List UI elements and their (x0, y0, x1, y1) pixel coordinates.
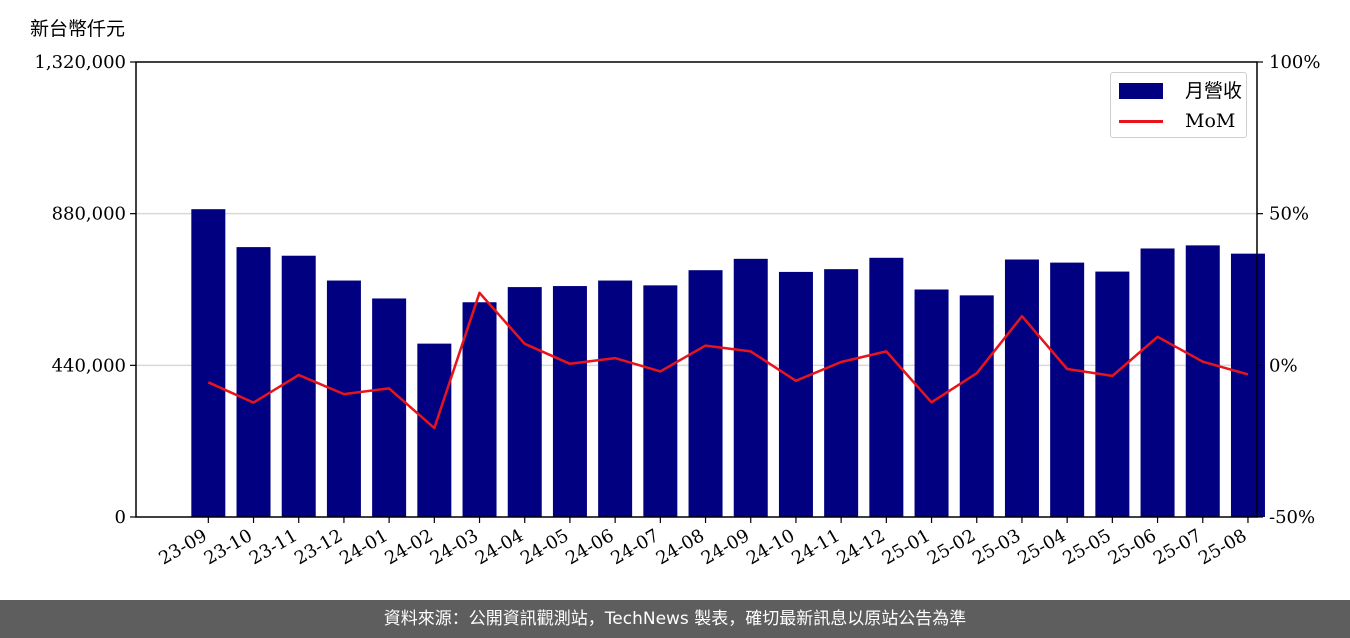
legend-label-mom: MoM (1185, 110, 1236, 132)
y2-tick-label: 50% (1269, 204, 1309, 225)
y-tick-label: 440,000 (52, 355, 126, 376)
plot-frame (135, 61, 1258, 518)
x-tick-label: 24-07 (607, 525, 662, 569)
bar (869, 257, 904, 517)
x-tick-label: 24-08 (653, 525, 708, 569)
x-tick-label: 24-03 (427, 525, 482, 569)
bar (236, 247, 271, 517)
mom-line-series (207, 291, 1249, 430)
bar (372, 298, 407, 517)
bar (1050, 262, 1085, 517)
axes (135, 61, 1258, 518)
bar (326, 280, 361, 517)
y-tick-label: 880,000 (52, 204, 126, 225)
bar (191, 209, 226, 517)
x-tick-label: 25-05 (1059, 525, 1114, 569)
x-tick-label: 24-05 (517, 525, 572, 569)
x-tick-label: 25-02 (924, 525, 979, 569)
legend-bar-swatch (1119, 83, 1163, 99)
bar (643, 285, 678, 517)
bar (417, 343, 452, 517)
x-tick-label: 25-01 (879, 525, 934, 569)
bar (778, 271, 813, 517)
bar (1140, 248, 1175, 517)
source-footer: 資料來源：公開資訊觀測站，TechNews 製表，確切最新訊息以原站公告為準 (0, 600, 1350, 638)
y2-tick-label: 100% (1269, 52, 1320, 73)
x-tick-label: 25-07 (1150, 525, 1205, 569)
legend-line-swatch (1119, 120, 1163, 123)
x-tick-label: 24-06 (562, 525, 617, 569)
y2-tick-label: 0% (1269, 355, 1298, 376)
x-tick-label: 25-08 (1195, 525, 1250, 569)
bar (688, 270, 723, 517)
chart-legend: 月營收 MoM (1110, 72, 1247, 138)
bar (733, 258, 768, 517)
x-tick-label: 23-09 (155, 525, 210, 569)
x-tick-label: 25-04 (1014, 525, 1069, 569)
bar (598, 280, 633, 517)
legend-item-revenue: 月營收 (1119, 79, 1244, 103)
x-tick-label: 24-11 (788, 525, 843, 569)
x-ticks: 23-0923-1023-1123-1224-0124-0224-0324-04… (155, 517, 1250, 569)
left-y-ticks: 0 440,000 880,000 1,320,000 (34, 52, 136, 528)
bar (1230, 253, 1265, 517)
bar (1095, 271, 1130, 517)
bar (1004, 259, 1039, 517)
bar-series (191, 209, 1265, 517)
legend-label-revenue: 月營收 (1185, 80, 1243, 102)
x-tick-label: 24-10 (743, 525, 798, 569)
legend-item-mom: MoM (1119, 109, 1244, 133)
x-tick-label: 24-12 (833, 525, 888, 569)
right-y-ticks: -50% 0% 50% 100% (1257, 52, 1320, 528)
y-tick-label: 1,320,000 (34, 52, 126, 73)
bar (824, 269, 859, 517)
x-tick-label: 25-03 (969, 525, 1024, 569)
x-tick-label: 24-09 (698, 525, 753, 569)
x-tick-label: 23-11 (246, 525, 301, 569)
bar (1185, 245, 1220, 517)
x-tick-label: 24-04 (472, 525, 527, 569)
mom-line (207, 291, 1249, 430)
x-tick-label: 24-02 (381, 525, 436, 569)
bar (959, 295, 994, 517)
x-tick-label: 23-10 (201, 525, 256, 569)
y-tick-label: 0 (115, 507, 126, 528)
bar (552, 286, 587, 517)
bar (507, 287, 542, 517)
bar (462, 302, 497, 517)
y-axis-unit-label: 新台幣仟元 (30, 18, 126, 40)
y2-tick-label: -50% (1269, 507, 1315, 528)
x-tick-label: 25-06 (1105, 525, 1160, 569)
revenue-chart: 0 440,000 880,000 1,320,000 -50% 0% 50% 100% 2… (34, 52, 1320, 569)
x-tick-label: 23-12 (291, 525, 346, 569)
x-tick-label: 24-01 (336, 525, 391, 569)
bar (281, 255, 316, 517)
